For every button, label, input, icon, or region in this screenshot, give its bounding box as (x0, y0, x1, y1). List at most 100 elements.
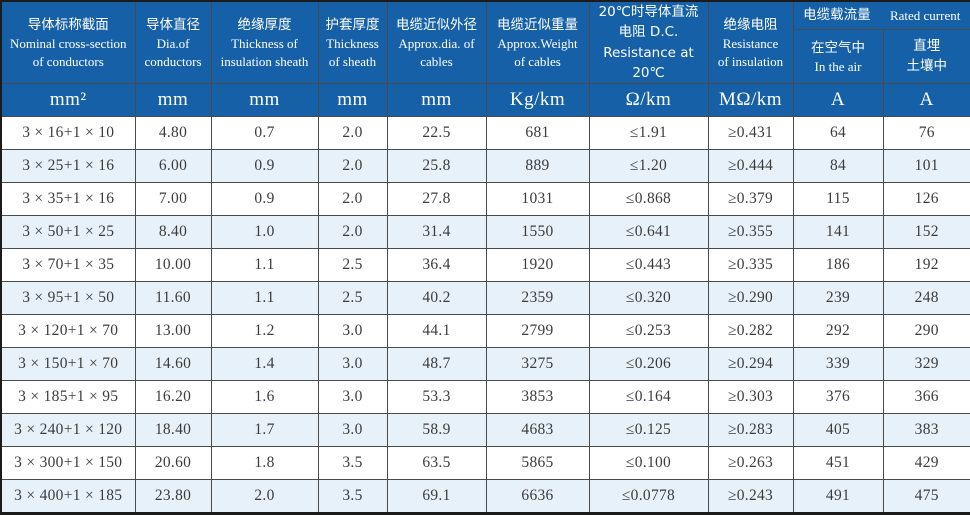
cell-insulation-thickness: 1.1 (211, 249, 318, 282)
header-line: insulation sheath (212, 53, 318, 71)
cell-approx-weight: 681 (486, 117, 589, 150)
subcolumn-header-current-buried: 直埋土壤中 (883, 29, 970, 83)
cell-insulation-resistance: ≥0.335 (708, 249, 793, 282)
cell-nominal-cross-section: 3 × 95+1 × 50 (1, 282, 135, 315)
cell-insulation-resistance: ≥0.303 (708, 381, 793, 414)
cell-nominal-cross-section: 3 × 300+1 × 150 (1, 447, 135, 480)
cell-insulation-resistance: ≥0.355 (708, 216, 793, 249)
cell-insulation-thickness: 2.0 (211, 480, 318, 513)
cell-insulation-resistance: ≥0.283 (708, 414, 793, 447)
header-line: Thickness of (212, 35, 318, 53)
cell-approx-weight: 3853 (486, 381, 589, 414)
cell-nominal-cross-section: 3 × 35+1 × 16 (1, 183, 135, 216)
header-line: conductors (136, 53, 211, 71)
header-line: 土壤中 (884, 56, 970, 76)
group-header-zh: 电缆载流量 (803, 5, 871, 25)
cell-dc-resistance: ≤0.100 (589, 447, 708, 480)
header-line: 电阻 D.C. (590, 22, 708, 42)
cell-conductor-diameter: 8.40 (135, 216, 211, 249)
cell-nominal-cross-section: 3 × 70+1 × 35 (1, 249, 135, 282)
header-line: cables (388, 53, 486, 71)
cell-insulation-resistance: ≥0.282 (708, 315, 793, 348)
cell-conductor-diameter: 7.00 (135, 183, 211, 216)
header-line: 导体直径 (136, 15, 211, 35)
cell-dc-resistance: ≤0.641 (589, 216, 708, 249)
cell-approx-weight: 4683 (486, 414, 589, 447)
cell-insulation-thickness: 1.4 (211, 348, 318, 381)
unit-cell-approx-diameter: mm (387, 84, 486, 117)
cell-approx-diameter: 58.9 (387, 414, 486, 447)
group-header-rated-current: 电缆载流量 Rated current (793, 1, 970, 29)
cell-current-buried: 290 (883, 315, 970, 348)
cell-insulation-thickness: 0.7 (211, 117, 318, 150)
unit-cell-insulation-thickness: mm (211, 84, 318, 117)
cell-insulation-thickness: 0.9 (211, 150, 318, 183)
cell-insulation-thickness: 1.6 (211, 381, 318, 414)
header-line: of insulation (709, 53, 793, 71)
cell-insulation-thickness: 1.8 (211, 447, 318, 480)
cell-conductor-diameter: 20.60 (135, 447, 211, 480)
cell-current-in-air: 141 (793, 216, 883, 249)
cell-conductor-diameter: 23.80 (135, 480, 211, 513)
cell-nominal-cross-section: 3 × 240+1 × 120 (1, 414, 135, 447)
header-line: of sheath (319, 53, 387, 71)
cell-current-buried: 126 (883, 183, 970, 216)
unit-cell-dc-resistance: Ω/km (589, 84, 708, 117)
unit-cell-insulation-resistance: MΩ/km (708, 84, 793, 117)
unit-cell-approx-weight: Kg/km (486, 84, 589, 117)
unit-cell-sheath-thickness: mm (318, 84, 387, 117)
cell-approx-weight: 2799 (486, 315, 589, 348)
cell-sheath-thickness: 3.5 (318, 447, 387, 480)
cell-current-buried: 76 (883, 117, 970, 150)
cell-current-in-air: 64 (793, 117, 883, 150)
cell-approx-diameter: 36.4 (387, 249, 486, 282)
header-line: 在空气中 (794, 38, 883, 58)
cell-nominal-cross-section: 3 × 400+1 × 185 (1, 480, 135, 513)
cell-nominal-cross-section: 3 × 16+1 × 10 (1, 117, 135, 150)
group-header-en: Rated current (890, 7, 960, 25)
cell-approx-diameter: 53.3 (387, 381, 486, 414)
cell-insulation-thickness: 1.7 (211, 414, 318, 447)
header-line: Resistance (709, 35, 793, 53)
cell-conductor-diameter: 14.60 (135, 348, 211, 381)
header-line: 电缆近似重量 (487, 15, 589, 35)
cell-insulation-resistance: ≥0.379 (708, 183, 793, 216)
cell-sheath-thickness: 3.0 (318, 348, 387, 381)
cell-insulation-resistance: ≥0.290 (708, 282, 793, 315)
cell-approx-weight: 2359 (486, 282, 589, 315)
header-line: In the air (794, 58, 883, 76)
cell-dc-resistance: ≤1.20 (589, 150, 708, 183)
cell-current-in-air: 405 (793, 414, 883, 447)
cell-current-buried: 383 (883, 414, 970, 447)
cell-current-in-air: 115 (793, 183, 883, 216)
cell-sheath-thickness: 2.0 (318, 183, 387, 216)
cell-approx-diameter: 63.5 (387, 447, 486, 480)
header-line: 20℃时导体直流 (590, 2, 708, 22)
cell-nominal-cross-section: 3 × 150+1 × 70 (1, 348, 135, 381)
cell-approx-diameter: 48.7 (387, 348, 486, 381)
cell-dc-resistance: ≤0.320 (589, 282, 708, 315)
cell-sheath-thickness: 3.0 (318, 381, 387, 414)
cell-dc-resistance: ≤0.125 (589, 414, 708, 447)
cell-sheath-thickness: 3.5 (318, 480, 387, 513)
unit-cell-nominal-cross-section: mm² (1, 84, 135, 117)
unit-cell-current-in-air: A (793, 84, 883, 117)
cell-current-in-air: 451 (793, 447, 883, 480)
cell-sheath-thickness: 2.0 (318, 117, 387, 150)
header-line: of conductors (2, 53, 135, 71)
cell-insulation-thickness: 0.9 (211, 183, 318, 216)
header-line: 护套厚度 (319, 15, 387, 35)
